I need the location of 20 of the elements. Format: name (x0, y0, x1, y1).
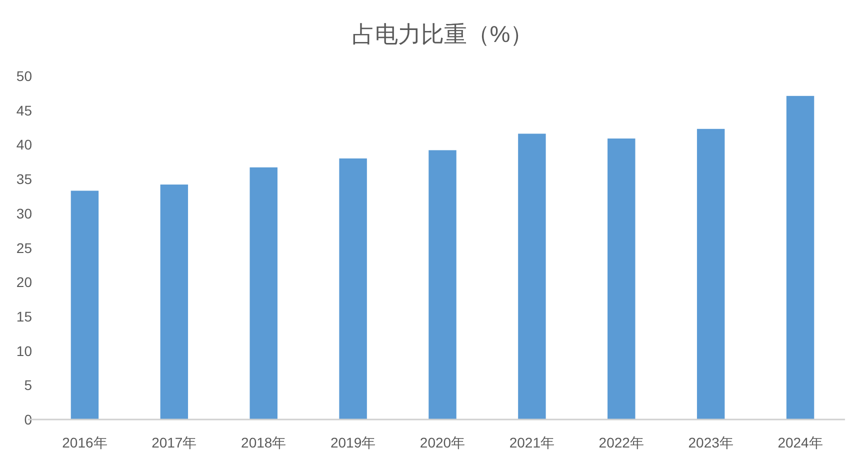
y-tick: 40 (16, 136, 32, 153)
y-tick: 25 (16, 240, 32, 256)
x-tick: 2019年 (330, 434, 376, 450)
x-tick: 2022年 (598, 434, 644, 450)
x-tick: 2020年 (420, 434, 466, 450)
y-tick: 20 (16, 274, 32, 290)
y-tick: 45 (16, 102, 32, 118)
x-tick: 2023年 (688, 434, 734, 450)
x-tick: 2016年 (62, 434, 108, 450)
y-tick: 30 (16, 205, 32, 222)
x-tick: 2017年 (152, 434, 197, 450)
x-tick: 2021年 (509, 434, 555, 450)
y-tick: 5 (24, 377, 32, 394)
y-tick: 50 (16, 68, 32, 84)
y-tick: 35 (16, 171, 32, 188)
x-tick: 2024年 (778, 434, 823, 450)
x-tick: 2018年 (241, 434, 286, 450)
y-tick: 10 (16, 342, 32, 359)
title: 占电力比重（%） (352, 21, 534, 47)
y-tick: 15 (16, 308, 32, 324)
